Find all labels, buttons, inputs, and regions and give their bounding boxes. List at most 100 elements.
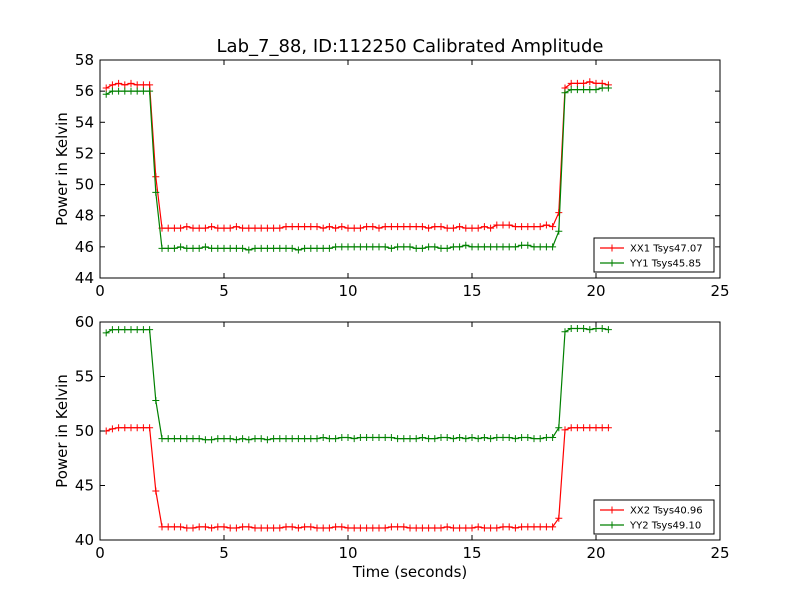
bottom-data-point xyxy=(232,524,240,532)
bottom-data-point xyxy=(127,424,135,432)
bottom-data-point xyxy=(313,435,321,443)
top-data-point xyxy=(555,209,563,217)
top-y-tick-label: 46 xyxy=(75,238,94,256)
bottom-data-point xyxy=(226,435,234,443)
bottom-data-point xyxy=(487,524,495,532)
bottom-y-tick-label: 50 xyxy=(75,422,94,440)
bottom-data-point xyxy=(164,523,172,531)
bottom-data-point xyxy=(437,524,445,532)
bottom-data-point xyxy=(325,435,333,443)
top-data-point xyxy=(220,244,228,252)
bottom-data-point xyxy=(592,424,600,432)
bottom-data-point xyxy=(239,435,247,443)
bottom-data-point xyxy=(511,435,519,443)
top-data-point xyxy=(518,223,526,231)
top-data-point xyxy=(226,244,234,252)
top-data-point xyxy=(418,244,426,252)
bottom-data-point xyxy=(139,424,147,432)
top-data-point xyxy=(208,244,216,252)
bottom-x-tick-label: 25 xyxy=(710,544,729,562)
bottom-data-point xyxy=(443,434,451,442)
bottom-data-point xyxy=(251,524,259,532)
bottom-data-point xyxy=(400,435,408,443)
top-data-point xyxy=(313,223,321,231)
top-data-point xyxy=(127,79,135,87)
top-data-point xyxy=(499,243,507,251)
top-axes-frame xyxy=(99,59,721,279)
top-data-point xyxy=(270,224,278,232)
bottom-y-tick-label: 45 xyxy=(75,477,94,495)
bottom-data-point xyxy=(245,523,253,531)
top-data-point xyxy=(164,224,172,232)
bottom-data-point xyxy=(263,524,271,532)
bottom-data-point xyxy=(555,514,563,522)
bottom-data-point xyxy=(350,524,358,532)
top-data-point xyxy=(189,244,197,252)
top-y-tick-label: 58 xyxy=(75,51,94,69)
top-data-point xyxy=(152,173,160,181)
bottom-data-point xyxy=(530,523,538,531)
top-data-point xyxy=(319,244,327,252)
bottom-data-point xyxy=(499,434,507,442)
top-data-point xyxy=(456,243,464,251)
top-data-point xyxy=(164,244,172,252)
top-data-point xyxy=(598,84,606,92)
top-data-point xyxy=(536,223,544,231)
top-data-point xyxy=(201,224,209,232)
top-data-point xyxy=(400,223,408,231)
bottom-panel: 0 5 10 15 20 25 40 45 50 55 60 Power in Kelvin Time … xyxy=(53,313,730,581)
bottom-data-point xyxy=(598,424,606,432)
top-data-point xyxy=(406,243,414,251)
top-data-point xyxy=(121,81,129,89)
bottom-data-point xyxy=(418,434,426,442)
bottom-data-point xyxy=(381,434,389,442)
bottom-data-point xyxy=(493,434,501,442)
top-data-point xyxy=(102,90,110,98)
bottom-data-point xyxy=(356,434,364,442)
bottom-data-point xyxy=(480,524,488,532)
top-panel: 0 5 10 15 20 25 44 46 48 50 52 54 56 58 Power in Kelvi… xyxy=(53,51,730,300)
top-data-point xyxy=(152,188,160,196)
bottom-data-point xyxy=(152,487,160,495)
bottom-y-axis-label: Power in Kelvin xyxy=(53,374,71,488)
top-data-point xyxy=(474,224,482,232)
bottom-x-tick-label: 10 xyxy=(338,544,357,562)
bottom-data-point xyxy=(115,424,123,432)
bottom-data-point xyxy=(307,435,315,443)
top-data-point xyxy=(431,223,439,231)
bottom-data-point xyxy=(146,424,154,432)
bottom-data-point xyxy=(474,523,482,531)
top-data-point xyxy=(245,246,253,254)
top-data-point xyxy=(462,224,470,232)
bottom-data-point xyxy=(462,524,470,532)
top-data-point xyxy=(325,223,333,231)
top-y-tick-label: 44 xyxy=(75,269,94,287)
bottom-data-point xyxy=(263,436,271,444)
bottom-data-point xyxy=(499,523,507,531)
top-data-point xyxy=(183,244,191,252)
top-data-point xyxy=(555,227,563,235)
bottom-data-point xyxy=(319,434,327,442)
top-data-point xyxy=(276,244,284,252)
top-data-point xyxy=(363,223,371,231)
top-data-point xyxy=(406,223,414,231)
bottom-data-point xyxy=(270,524,278,532)
top-data-point xyxy=(394,243,402,251)
bottom-data-point xyxy=(189,435,197,443)
bottom-data-point xyxy=(288,523,296,531)
bottom-data-point xyxy=(133,326,141,334)
top-data-point xyxy=(115,79,123,87)
bottom-data-point xyxy=(400,523,408,531)
bottom-data-point xyxy=(449,524,457,532)
top-data-point xyxy=(499,221,507,229)
bottom-data-point xyxy=(406,524,414,532)
top-data-point xyxy=(195,224,203,232)
bottom-x-tick-label: 15 xyxy=(462,544,481,562)
top-data-point xyxy=(177,224,185,232)
top-data-point xyxy=(251,224,259,232)
top-x-tick-label: 25 xyxy=(710,282,729,300)
top-x-tick-label: 10 xyxy=(338,282,357,300)
bottom-data-point xyxy=(549,434,557,442)
bottom-data-point xyxy=(251,435,259,443)
top-data-point xyxy=(549,243,557,251)
